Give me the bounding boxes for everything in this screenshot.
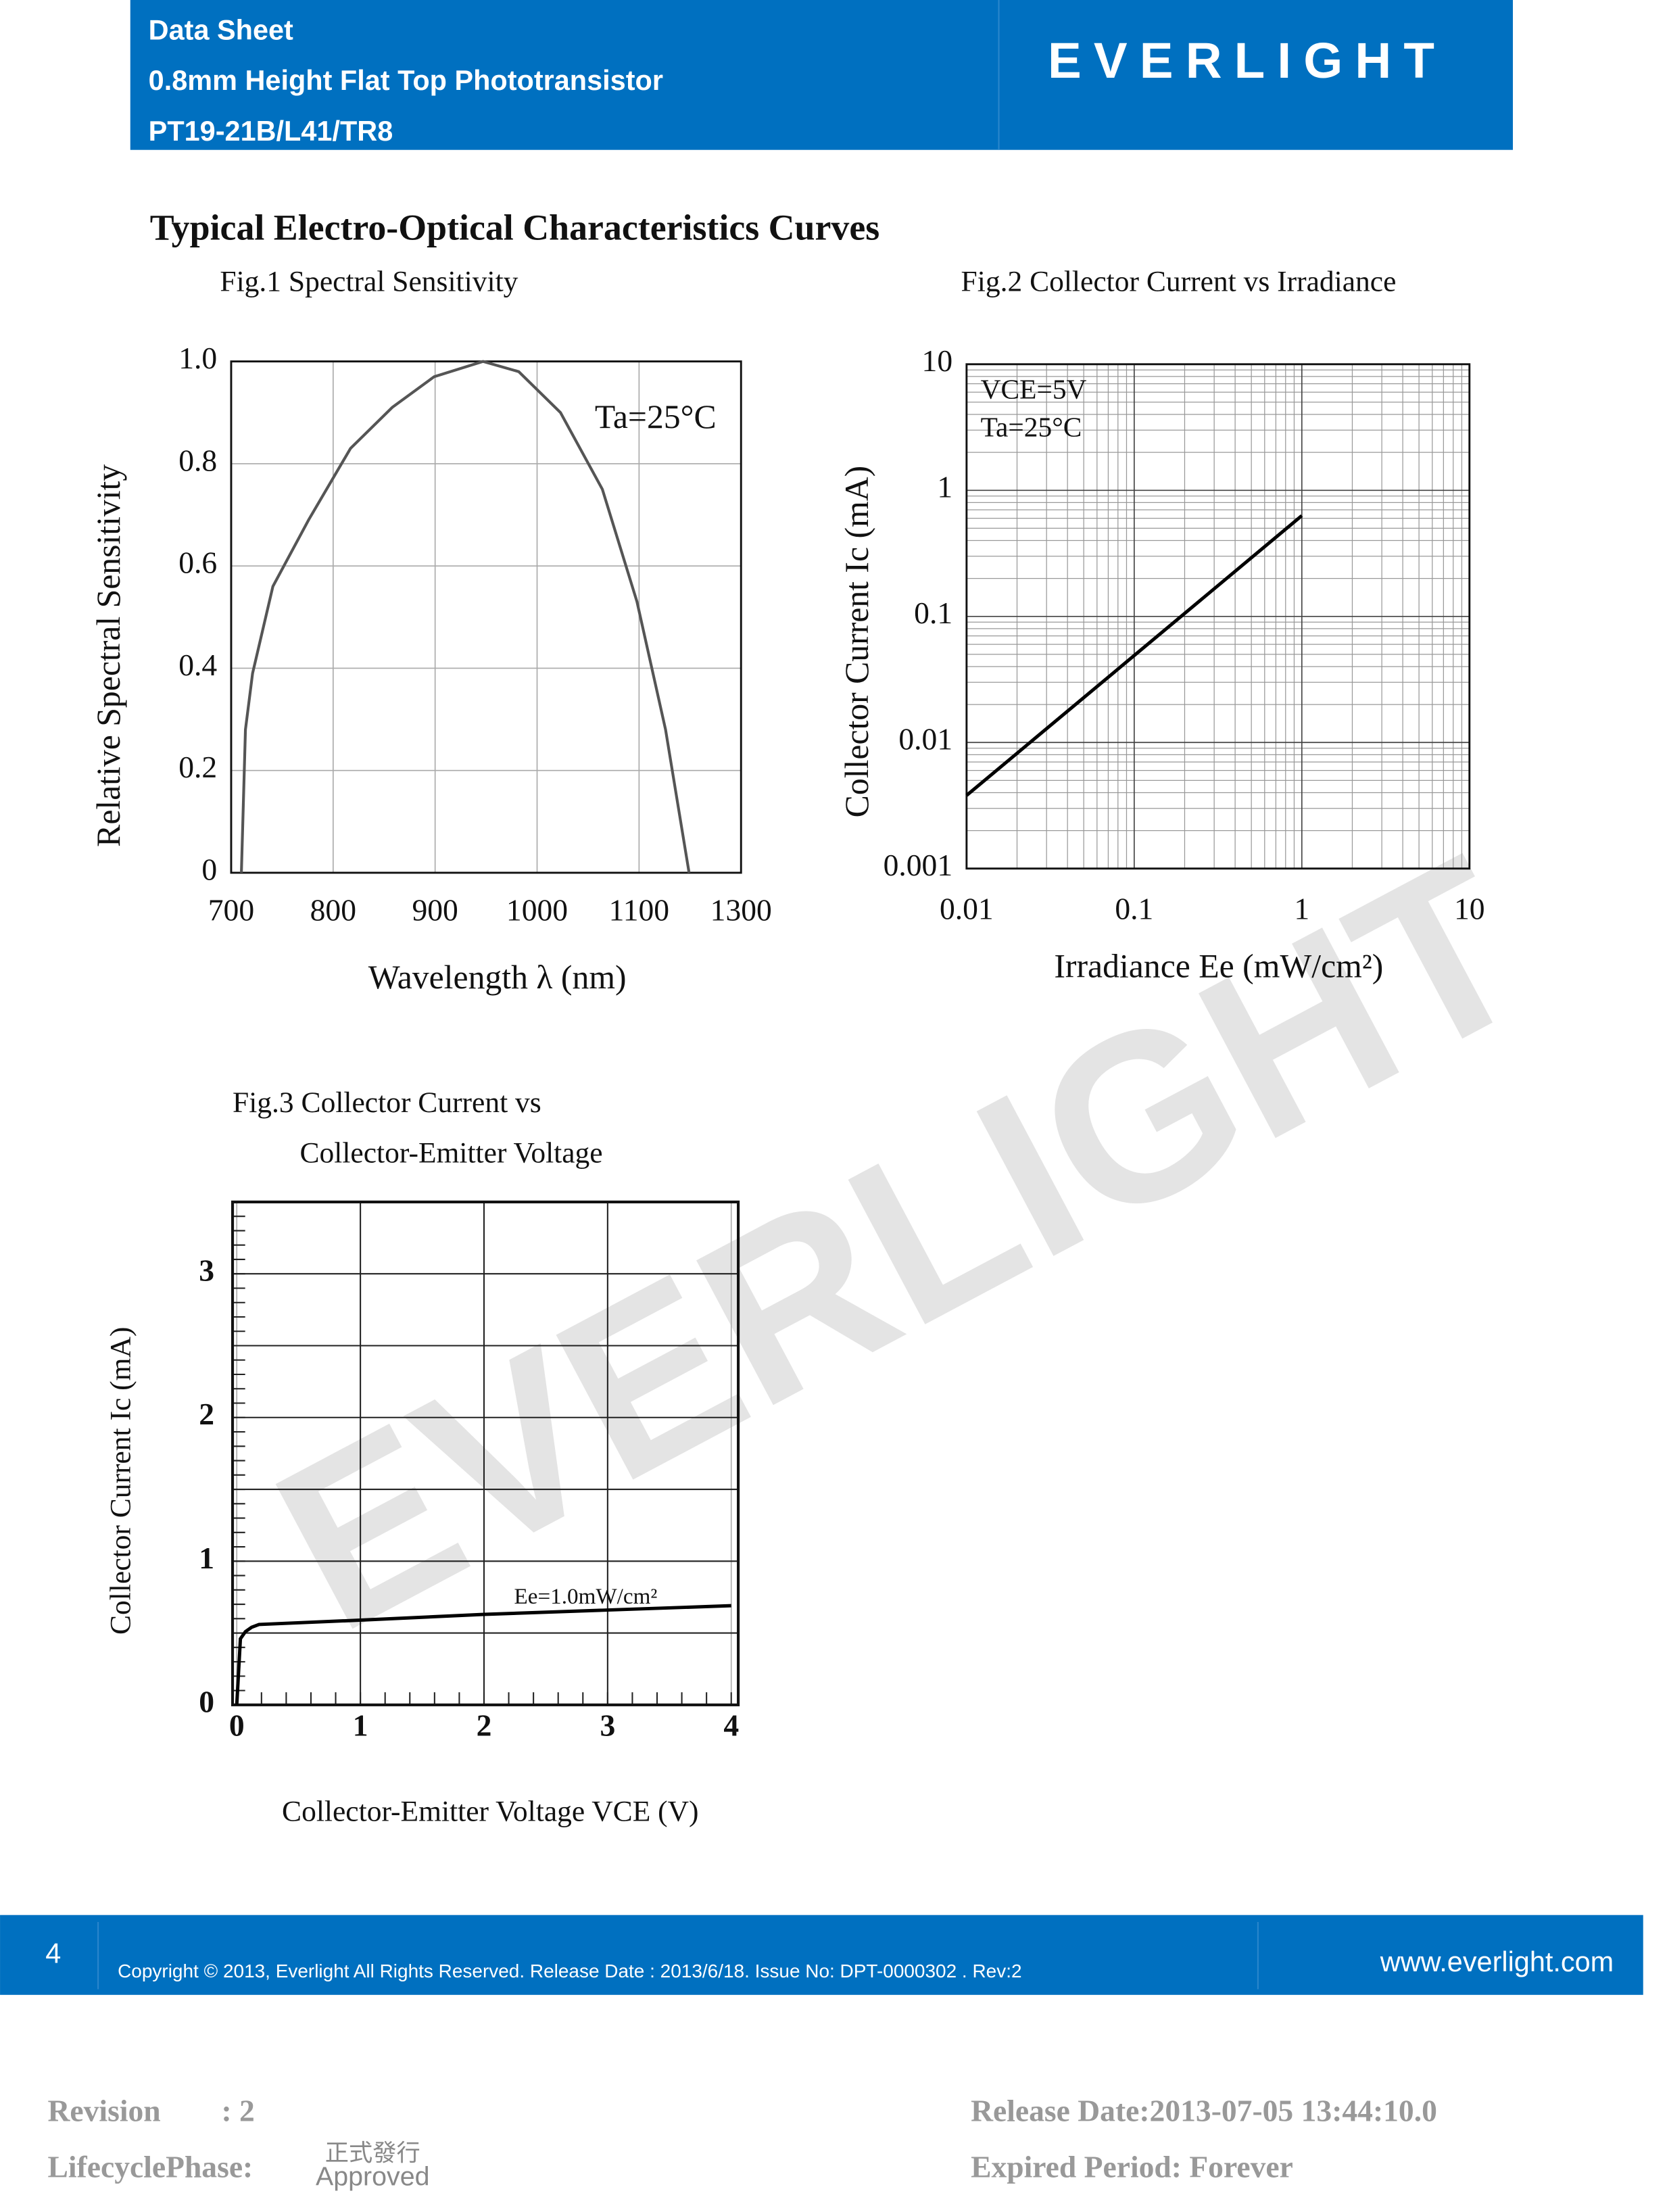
watermark: EVERLIGHT	[237, 806, 1566, 1681]
data-line	[965, 514, 1303, 797]
expired: Expired Period: Forever	[971, 2149, 1293, 2184]
y-tick-label: 0	[199, 1684, 214, 1718]
figure-title: Fig.1 Spectral Sensitivity	[220, 266, 518, 298]
header-line: Data Sheet	[149, 14, 293, 46]
x-axis-label: Wavelength λ (nm)	[368, 959, 627, 996]
header-line: 0.8mm Height Flat Top Phototransistor	[149, 64, 663, 96]
footer-bar	[0, 1915, 1643, 1995]
figure-title: Fig.2 Collector Current vs Irradiance	[961, 266, 1397, 298]
section-title: Typical Electro-Optical Characteristics …	[150, 207, 879, 247]
y-axis-label: Relative Spectral Sensitivity	[90, 464, 127, 847]
y-tick-label: 1	[199, 1541, 214, 1575]
y-tick-label: 3	[199, 1253, 214, 1288]
y-tick-label: 0.1	[914, 596, 952, 630]
y-tick-label: 0	[201, 852, 217, 886]
y-axis-label: Collector Current Ic (mA)	[104, 1327, 137, 1635]
x-tick-label: 3	[600, 1708, 615, 1743]
meta-label: LifecyclePhase:	[47, 2149, 253, 2184]
y-tick-label: 0.01	[898, 722, 952, 756]
plot-frame	[231, 1200, 740, 1706]
stamp: 正式發行	[325, 2140, 420, 2166]
plot-frame	[965, 363, 1471, 870]
y-tick-label: 0.6	[178, 546, 217, 580]
annotation: Ta=25°C	[595, 398, 717, 435]
x-tick-label: 1	[1294, 891, 1309, 925]
figure-title: Fig.3 Collector Current vs	[233, 1086, 541, 1119]
page-number: 4	[45, 1938, 61, 1969]
x-tick-label: 2	[477, 1708, 492, 1743]
y-tick-label: 2	[199, 1397, 214, 1431]
y-tick-label: 0.4	[178, 648, 217, 682]
x-tick-label: 10	[1454, 891, 1485, 925]
meta-label: Revision	[47, 2093, 160, 2127]
annotation: VCE=5V	[981, 374, 1087, 405]
y-tick-label: 1.0	[178, 341, 217, 375]
x-tick-label: 800	[310, 893, 356, 928]
y-axis-label: Collector Current Ic (mA)	[838, 466, 875, 818]
x-axis-label: Collector-Emitter Voltage VCE (V)	[282, 1795, 698, 1827]
meta-value: : 2	[221, 2093, 254, 2127]
x-tick-label: 1300	[710, 893, 772, 928]
y-tick-label: 0.001	[884, 848, 953, 882]
x-tick-label: 0.1	[1115, 891, 1153, 925]
x-tick-label: 1	[353, 1708, 368, 1743]
x-tick-label: 1000	[506, 893, 568, 928]
data-line	[235, 1604, 731, 1706]
header-bar	[130, 0, 1514, 150]
y-tick-label: 10	[922, 343, 953, 378]
x-tick-label: 0.01	[940, 891, 994, 925]
x-tick-label: 4	[723, 1708, 739, 1743]
stamp: Approved	[316, 2162, 430, 2192]
annotation: Ee=1.0mW/cm²	[514, 1584, 658, 1609]
x-tick-label: 0	[229, 1708, 245, 1743]
x-tick-label: 700	[208, 893, 254, 928]
header-line: PT19-21B/L41/TR8	[149, 115, 393, 147]
annotation: Ta=25°C	[981, 412, 1082, 443]
plot-frame	[230, 360, 742, 874]
logo: EVERLIGHT	[1048, 32, 1434, 89]
copyright: Copyright © 2013, Everlight All Rights R…	[118, 1961, 1021, 1981]
x-tick-label: 1100	[609, 893, 669, 928]
website: www.everlight.com	[1380, 1946, 1614, 1977]
y-tick-label: 0.8	[178, 443, 217, 477]
y-tick-label: 1	[937, 470, 952, 504]
y-tick-label: 0.2	[178, 750, 217, 784]
x-tick-label: 900	[412, 893, 458, 928]
figure-title: Collector-Emitter Voltage	[299, 1137, 602, 1170]
release-date: Release Date:2013-07-05 13:44:10.0	[971, 2093, 1437, 2127]
x-axis-label: Irradiance Ee (mW/cm²)	[1054, 947, 1383, 984]
data-line	[240, 360, 691, 873]
